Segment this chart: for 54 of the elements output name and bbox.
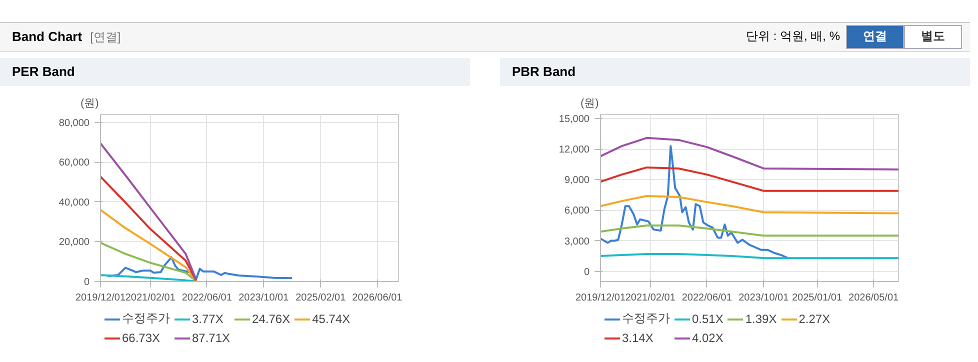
y-tick-label: 9,000 [564,175,590,186]
line-series [600,224,898,237]
y-tick-label: 80,000 [58,118,90,129]
legend-label: 1.39X [745,312,777,326]
legend-label: 3.14X [622,331,654,345]
x-tick-label: 2021/02/01 [125,292,176,304]
line-series [600,166,898,192]
legend-label: 87.71X [192,331,230,345]
chart-title: PBR Band [500,58,970,86]
line-series [100,142,198,281]
x-tick-label: 2023/10/01 [238,292,290,304]
legend-label: 3.77X [192,312,224,326]
text: 단위 : 억원, 배, % [746,28,840,46]
legend-label: 2.27X [798,312,830,326]
legend-label: 수정주가 [622,310,670,327]
y-tick-label: 6,000 [564,206,590,217]
legend-label: 66.73X [122,331,160,345]
legend-label: 45.74X [312,312,350,326]
x-tick-label: 2021/02/01 [625,292,676,304]
y-tick-label: 0 [84,277,90,288]
line-series [100,242,198,282]
text: [연결] [90,30,121,44]
text: Band Chart [12,28,82,44]
y-tick-label: 20,000 [58,237,90,248]
line-series [600,194,898,214]
legend-label: 수정주가 [122,310,170,327]
y-tick-label: 60,000 [58,158,90,169]
x-tick-label: 2026/05/01 [848,292,900,304]
x-tick-label: 2026/06/01 [352,292,403,304]
text: 별도 [904,25,962,49]
line-series [100,208,198,282]
legend-label: 0.51X [692,312,724,326]
line-series [600,145,789,260]
x-tick-label: 2022/06/01 [682,292,732,304]
y-tick-label: 3,000 [564,236,590,248]
x-tick-label: 2022/06/01 [182,292,232,304]
y-tick-label: 12,000 [558,144,590,156]
x-tick-label: 2019/12/01 [75,292,126,304]
y-axis-title: (원) [80,98,99,110]
legend-label: 4.02X [692,331,724,345]
text: 연결 [846,25,904,49]
x-tick-label: 2025/02/01 [296,292,346,304]
line-series [100,176,198,282]
x-tick-label: 2023/10/01 [738,292,790,304]
legend-label: 24.76X [252,312,290,326]
x-tick-label: 2019/12/01 [575,292,626,304]
x-tick-label: 2025/01/01 [792,292,842,304]
chart-title: PER Band [0,58,470,86]
y-tick-label: 15,000 [558,114,590,126]
y-tick-label: 0 [584,266,590,278]
y-tick-label: 40,000 [58,197,90,208]
line-series [106,256,294,280]
y-axis-title: (원) [580,98,599,110]
line-series [600,136,898,170]
